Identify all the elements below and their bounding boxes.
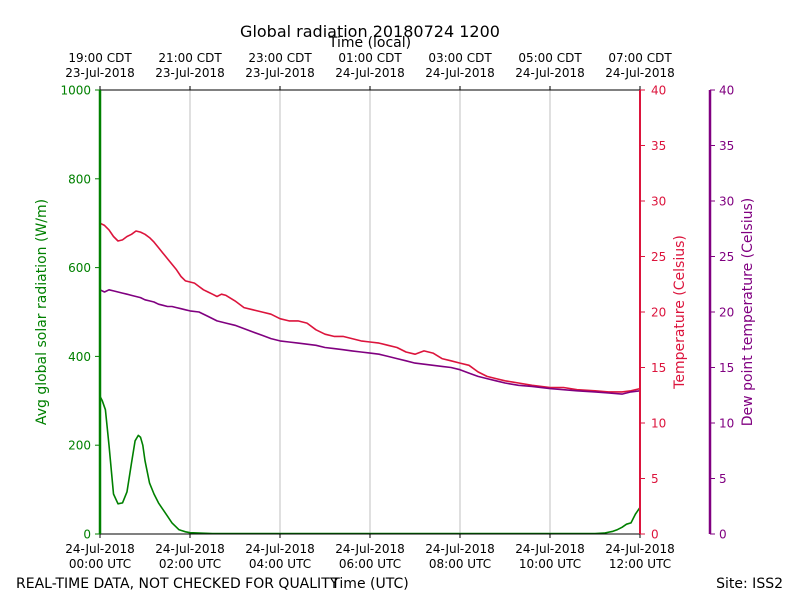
right-tick-label-0: 0: [651, 528, 659, 542]
left-tick-label-0: 0: [83, 528, 91, 542]
x-axis-label: Time (UTC): [330, 576, 408, 592]
right-tick-label-2: 10: [651, 417, 666, 431]
right-tick-label-7: 35: [651, 139, 666, 153]
left-tick-label-5: 1000: [60, 84, 91, 98]
series-line-2: [99, 288, 641, 395]
x-tick-time-0: 00:00 UTC: [69, 557, 131, 571]
right2-tick-label-6: 30: [719, 195, 734, 209]
x-tick-date-1: 24-Jul-2018: [155, 542, 225, 556]
right2-tick-label-7: 35: [719, 139, 734, 153]
right-tick-label-8: 40: [651, 84, 666, 98]
top-tick-time-6: 07:00 CDT: [608, 51, 672, 65]
right-tick-label-4: 20: [651, 306, 666, 320]
x-tick-date-3: 24-Jul-2018: [335, 542, 405, 556]
left-tick-label-1: 200: [68, 439, 91, 453]
footer-disclaimer: REAL-TIME DATA, NOT CHECKED FOR QUALITY: [16, 576, 339, 592]
grid-lines: [189, 90, 551, 534]
right-tick-label-3: 15: [651, 361, 666, 375]
right2-tick-label-2: 10: [719, 417, 734, 431]
left-tick-label-4: 800: [68, 172, 91, 186]
top-tick-time-0: 19:00 CDT: [68, 51, 132, 65]
x-tick-time-5: 10:00 UTC: [519, 557, 581, 571]
top-tick-time-2: 23:00 CDT: [248, 51, 312, 65]
top-axis-label: Time (local): [328, 35, 411, 51]
right2-tick-label-1: 5: [719, 472, 727, 486]
left-tick-label-2: 400: [68, 350, 91, 364]
right-tick-label-6: 30: [651, 195, 666, 209]
x-tick-date-5: 24-Jul-2018: [515, 542, 585, 556]
top-tick-time-5: 05:00 CDT: [518, 51, 582, 65]
x-tick-time-1: 02:00 UTC: [159, 557, 221, 571]
site-label: Site: ISS2: [716, 576, 783, 592]
top-tick-time-1: 21:00 CDT: [158, 51, 222, 65]
x-tick-time-2: 04:00 UTC: [249, 557, 311, 571]
top-tick-date-3: 24-Jul-2018: [335, 66, 405, 80]
top-tick-date-4: 24-Jul-2018: [425, 66, 495, 80]
right2-axis-label: Dew point temperature (Celsius): [740, 198, 756, 426]
x-tick-date-6: 24-Jul-2018: [605, 542, 675, 556]
left-tick-label-3: 600: [68, 261, 91, 275]
right-axis-label: Temperature (Celsius): [672, 235, 688, 390]
axes: [95, 86, 715, 538]
right-tick-label-1: 5: [651, 472, 659, 486]
top-tick-date-0: 23-Jul-2018: [65, 66, 135, 80]
top-tick-date-1: 23-Jul-2018: [155, 66, 225, 80]
x-tick-time-3: 06:00 UTC: [339, 557, 401, 571]
x-tick-date-4: 24-Jul-2018: [425, 542, 495, 556]
series-line-1: [99, 222, 641, 393]
top-tick-time-4: 03:00 CDT: [428, 51, 492, 65]
top-tick-time-3: 01:00 CDT: [338, 51, 402, 65]
top-tick-date-6: 24-Jul-2018: [605, 66, 675, 80]
right2-tick-label-0: 0: [719, 528, 727, 542]
plot-series: [99, 222, 641, 535]
right2-tick-label-3: 15: [719, 361, 734, 375]
right2-tick-label-5: 25: [719, 250, 734, 264]
x-tick-date-2: 24-Jul-2018: [245, 542, 315, 556]
top-tick-date-2: 23-Jul-2018: [245, 66, 315, 80]
right-tick-label-5: 25: [651, 250, 666, 264]
x-tick-time-6: 12:00 UTC: [609, 557, 671, 571]
top-tick-date-5: 24-Jul-2018: [515, 66, 585, 80]
right2-tick-label-4: 20: [719, 306, 734, 320]
right2-tick-label-8: 40: [719, 84, 734, 98]
x-tick-date-0: 24-Jul-2018: [65, 542, 135, 556]
left-axis-label: Avg global solar radiation (W/m): [34, 199, 50, 425]
chart-title: Global radiation 20180724 1200: [240, 22, 500, 41]
series-line-0: [99, 396, 641, 535]
x-tick-time-4: 08:00 UTC: [429, 557, 491, 571]
